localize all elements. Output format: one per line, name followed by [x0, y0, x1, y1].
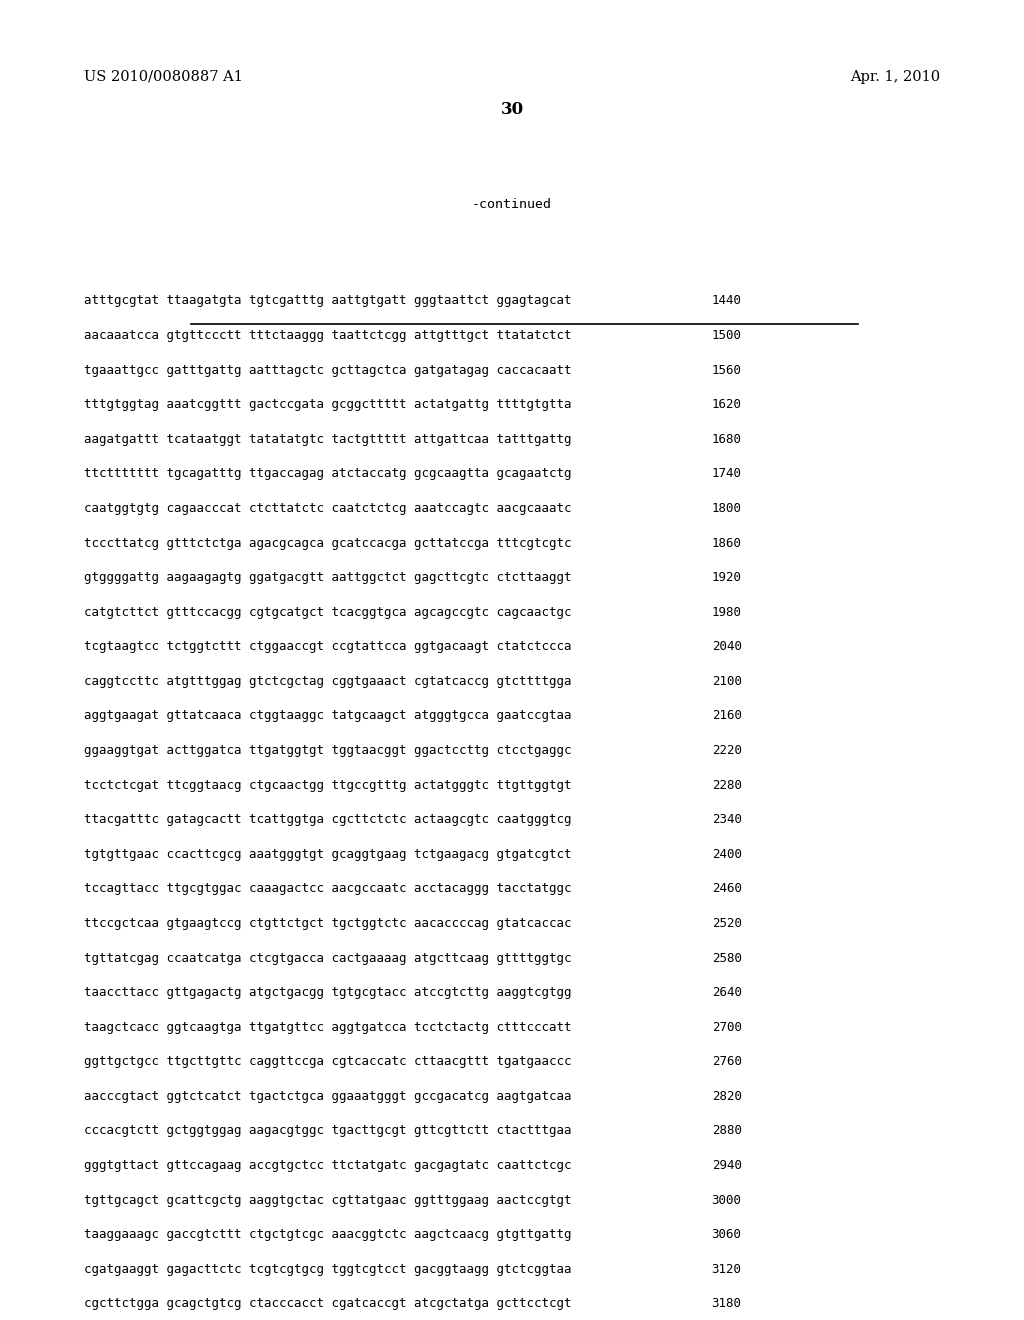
Text: tgttgcagct gcattcgctg aaggtgctac cgttatgaac ggtttggaag aactccgtgt: tgttgcagct gcattcgctg aaggtgctac cgttatg… [84, 1193, 571, 1206]
Text: 1980: 1980 [712, 606, 741, 619]
Text: tttgtggtag aaatcggttt gactccgata gcggcttttt actatgattg ttttgtgtta: tttgtggtag aaatcggttt gactccgata gcggctt… [84, 399, 571, 412]
Text: 1740: 1740 [712, 467, 741, 480]
Text: 2040: 2040 [712, 640, 741, 653]
Text: tcccttatcg gtttctctga agacgcagca gcatccacga gcttatccga tttcgtcgtc: tcccttatcg gtttctctga agacgcagca gcatcca… [84, 536, 571, 549]
Text: taaggaaagc gaccgtcttt ctgctgtcgc aaacggtctc aagctcaacg gtgttgattg: taaggaaagc gaccgtcttt ctgctgtcgc aaacggt… [84, 1228, 571, 1241]
Text: aacccgtact ggtctcatct tgactctgca ggaaatgggt gccgacatcg aagtgatcaa: aacccgtact ggtctcatct tgactctgca ggaaatg… [84, 1090, 571, 1104]
Text: US 2010/0080887 A1: US 2010/0080887 A1 [84, 70, 243, 83]
Text: caggtccttc atgtttggag gtctcgctag cggtgaaact cgtatcaccg gtcttttgga: caggtccttc atgtttggag gtctcgctag cggtgaa… [84, 675, 571, 688]
Text: atttgcgtat ttaagatgta tgtcgatttg aattgtgatt gggtaattct ggagtagcat: atttgcgtat ttaagatgta tgtcgatttg aattgtg… [84, 294, 571, 308]
Text: 2400: 2400 [712, 847, 741, 861]
Text: ttcttttttt tgcagatttg ttgaccagag atctaccatg gcgcaagtta gcagaatctg: ttcttttttt tgcagatttg ttgaccagag atctacc… [84, 467, 571, 480]
Text: cgcttctgga gcagctgtcg ctacccacct cgatcaccgt atcgctatga gcttcctcgt: cgcttctgga gcagctgtcg ctacccacct cgatcac… [84, 1298, 571, 1311]
Text: aagatgattt tcataatggt tatatatgtc tactgttttt attgattcaa tatttgattg: aagatgattt tcataatggt tatatatgtc tactgtt… [84, 433, 571, 446]
Text: tcctctcgat ttcggtaacg ctgcaactgg ttgccgtttg actatgggtc ttgttggtgt: tcctctcgat ttcggtaacg ctgcaactgg ttgccgt… [84, 779, 571, 792]
Text: 1800: 1800 [712, 502, 741, 515]
Text: 30: 30 [501, 102, 523, 117]
Text: aacaaatcca gtgttccctt tttctaaggg taattctcgg attgtttgct ttatatctct: aacaaatcca gtgttccctt tttctaaggg taattct… [84, 329, 571, 342]
Text: aggtgaagat gttatcaaca ctggtaaggc tatgcaagct atgggtgcca gaatccgtaa: aggtgaagat gttatcaaca ctggtaaggc tatgcaa… [84, 709, 571, 722]
Text: tgtgttgaac ccacttcgcg aaatgggtgt gcaggtgaag tctgaagacg gtgatcgtct: tgtgttgaac ccacttcgcg aaatgggtgt gcaggtg… [84, 847, 571, 861]
Text: ggttgctgcc ttgcttgttc caggttccga cgtcaccatc cttaacgttt tgatgaaccc: ggttgctgcc ttgcttgttc caggttccga cgtcacc… [84, 1055, 571, 1068]
Text: catgtcttct gtttccacgg cgtgcatgct tcacggtgca agcagccgtc cagcaactgc: catgtcttct gtttccacgg cgtgcatgct tcacggt… [84, 606, 571, 619]
Text: ttccgctcaa gtgaagtccg ctgttctgct tgctggtctc aacaccccag gtatcaccac: ttccgctcaa gtgaagtccg ctgttctgct tgctggt… [84, 917, 571, 931]
Text: 2580: 2580 [712, 952, 741, 965]
Text: 2460: 2460 [712, 882, 741, 895]
Text: -continued: -continued [472, 198, 552, 211]
Text: 1680: 1680 [712, 433, 741, 446]
Text: 1860: 1860 [712, 536, 741, 549]
Text: 2820: 2820 [712, 1090, 741, 1104]
Text: gggtgttact gttccagaag accgtgctcc ttctatgatc gacgagtatc caattctcgc: gggtgttact gttccagaag accgtgctcc ttctatg… [84, 1159, 571, 1172]
Text: taagctcacc ggtcaagtga ttgatgttcc aggtgatcca tcctctactg ctttcccatt: taagctcacc ggtcaagtga ttgatgttcc aggtgat… [84, 1020, 571, 1034]
Text: ggaaggtgat acttggatca ttgatggtgt tggtaacggt ggactccttg ctcctgaggc: ggaaggtgat acttggatca ttgatggtgt tggtaac… [84, 744, 571, 758]
Text: 2520: 2520 [712, 917, 741, 931]
Text: taaccttacc gttgagactg atgctgacgg tgtgcgtacc atccgtcttg aaggtcgtgg: taaccttacc gttgagactg atgctgacgg tgtgcgt… [84, 986, 571, 999]
Text: tcgtaagtcc tctggtcttt ctggaaccgt ccgtattcca ggtgacaagt ctatctccca: tcgtaagtcc tctggtcttt ctggaaccgt ccgtatt… [84, 640, 571, 653]
Text: tgttatcgag ccaatcatga ctcgtgacca cactgaaaag atgcttcaag gttttggtgc: tgttatcgag ccaatcatga ctcgtgacca cactgaa… [84, 952, 571, 965]
Text: tccagttacc ttgcgtggac caaagactcc aacgccaatc acctacaggg tacctatggc: tccagttacc ttgcgtggac caaagactcc aacgcca… [84, 882, 571, 895]
Text: 2760: 2760 [712, 1055, 741, 1068]
Text: 2880: 2880 [712, 1125, 741, 1138]
Text: cccacgtctt gctggtggag aagacgtggc tgacttgcgt gttcgttctt ctactttgaa: cccacgtctt gctggtggag aagacgtggc tgacttg… [84, 1125, 571, 1138]
Text: caatggtgtg cagaacccat ctcttatctc caatctctcg aaatccagtc aacgcaaatc: caatggtgtg cagaacccat ctcttatctc caatctc… [84, 502, 571, 515]
Text: 2100: 2100 [712, 675, 741, 688]
Text: cgatgaaggt gagacttctc tcgtcgtgcg tggtcgtcct gacggtaagg gtctcggtaa: cgatgaaggt gagacttctc tcgtcgtgcg tggtcgt… [84, 1263, 571, 1276]
Text: 1620: 1620 [712, 399, 741, 412]
Text: 3000: 3000 [712, 1193, 741, 1206]
Text: tgaaattgcc gatttgattg aatttagctc gcttagctca gatgatagag caccacaatt: tgaaattgcc gatttgattg aatttagctc gcttagc… [84, 363, 571, 376]
Text: 2280: 2280 [712, 779, 741, 792]
Text: 2700: 2700 [712, 1020, 741, 1034]
Text: ttacgatttc gatagcactt tcattggtga cgcttctctc actaagcgtc caatgggtcg: ttacgatttc gatagcactt tcattggtga cgcttct… [84, 813, 571, 826]
Text: 1560: 1560 [712, 363, 741, 376]
Text: 2940: 2940 [712, 1159, 741, 1172]
Text: 1440: 1440 [712, 294, 741, 308]
Text: 2160: 2160 [712, 709, 741, 722]
Text: Apr. 1, 2010: Apr. 1, 2010 [850, 70, 940, 83]
Text: 2640: 2640 [712, 986, 741, 999]
Text: gtggggattg aagaagagtg ggatgacgtt aattggctct gagcttcgtc ctcttaaggt: gtggggattg aagaagagtg ggatgacgtt aattggc… [84, 572, 571, 585]
Text: 1500: 1500 [712, 329, 741, 342]
Text: 3180: 3180 [712, 1298, 741, 1311]
Text: 2340: 2340 [712, 813, 741, 826]
Text: 3060: 3060 [712, 1228, 741, 1241]
Text: 1920: 1920 [712, 572, 741, 585]
Text: 3120: 3120 [712, 1263, 741, 1276]
Text: 2220: 2220 [712, 744, 741, 758]
